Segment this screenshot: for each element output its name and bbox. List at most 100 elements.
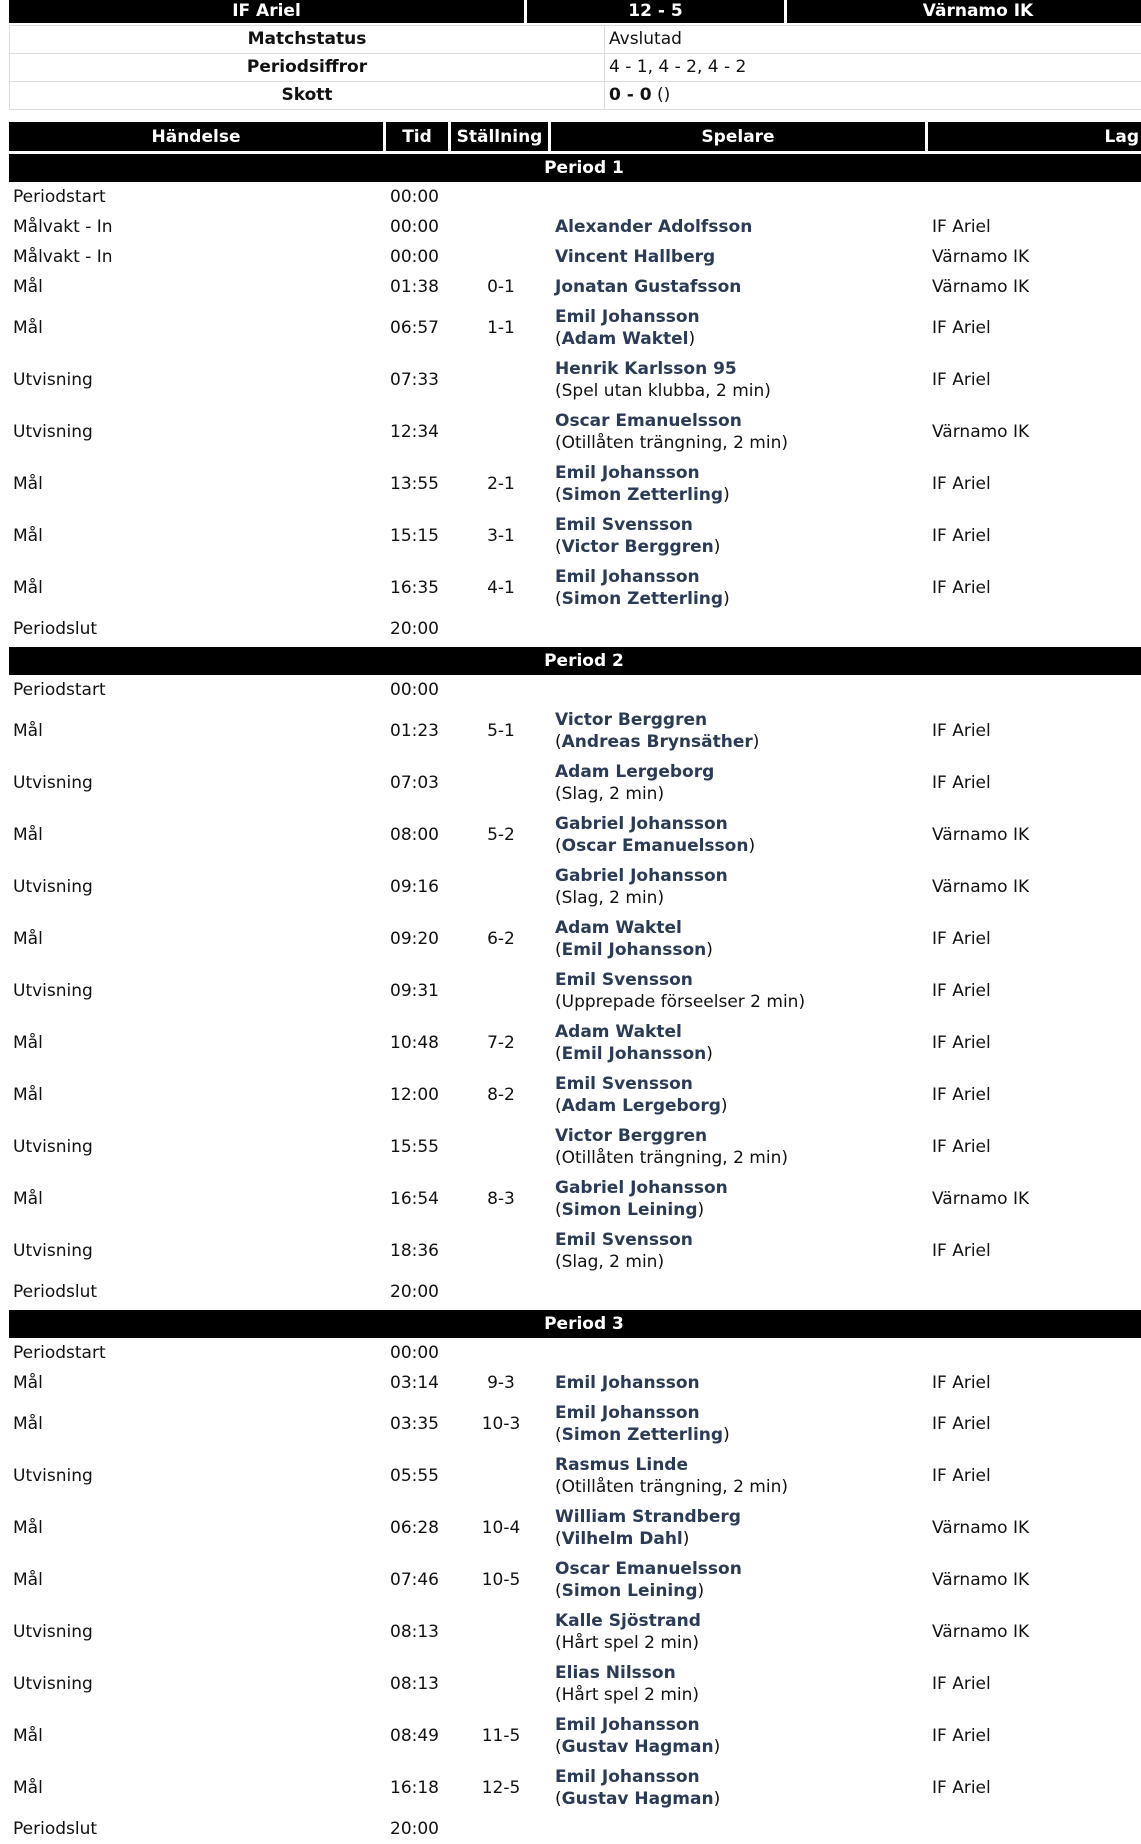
- event-type: Mål: [9, 1398, 386, 1450]
- event-time: 10:48: [386, 1017, 451, 1069]
- event-type: Periodstart: [9, 182, 386, 212]
- penalty-detail: (Hårt spel 2 min): [555, 1685, 699, 1705]
- event-team: Värnamo IK: [928, 1606, 1141, 1658]
- event-score: [451, 675, 551, 705]
- assist-name: Simon Leining: [562, 1200, 698, 1220]
- event-player: Emil Johansson(Simon Zetterling): [551, 562, 928, 614]
- event-time: 00:00: [386, 1338, 451, 1368]
- event-player: Emil Johansson(Simon Zetterling): [551, 1398, 928, 1450]
- assist-name: Oscar Emanuelsson: [562, 836, 749, 856]
- event-type: Mål: [9, 1710, 386, 1762]
- event-team: IF Ariel: [928, 1710, 1141, 1762]
- player-name: Emil Svensson: [555, 1074, 693, 1094]
- event-score: [451, 242, 551, 272]
- penalty-detail: (Slag, 2 min): [555, 784, 664, 804]
- event-player: Jonatan Gustafsson: [551, 272, 928, 302]
- event-type: Mål: [9, 705, 386, 757]
- event-score: 2-1: [451, 458, 551, 510]
- event-type: Målvakt - In: [9, 212, 386, 242]
- event-time: 08:13: [386, 1606, 451, 1658]
- player-name: Gabriel Johansson: [555, 1178, 728, 1198]
- event-player: [551, 1338, 928, 1368]
- event-time: 07:03: [386, 757, 451, 809]
- info-value: 4 - 1, 4 - 2, 4 - 2: [605, 54, 1141, 82]
- event-player: Oscar Emanuelsson(Otillåten trängning, 2…: [551, 406, 928, 458]
- event-player: Emil Johansson(Simon Zetterling): [551, 458, 928, 510]
- assist-name: Vilhelm Dahl: [562, 1529, 683, 1549]
- event-score: 0-1: [451, 272, 551, 302]
- event-team: Värnamo IK: [928, 1502, 1141, 1554]
- event-time: 01:38: [386, 272, 451, 302]
- col-time: Tid: [386, 122, 451, 151]
- event-score: [451, 1225, 551, 1277]
- info-label: Skott: [10, 82, 605, 110]
- event-score: [451, 1606, 551, 1658]
- player-name: Oscar Emanuelsson: [555, 411, 742, 431]
- event-time: 00:00: [386, 242, 451, 272]
- event-time: 20:00: [386, 614, 451, 644]
- period-header: Period 3: [9, 1307, 1141, 1338]
- event-type: Utvisning: [9, 1606, 386, 1658]
- event-team: [928, 1814, 1141, 1844]
- event-player: Gabriel Johansson(Oscar Emanuelsson): [551, 809, 928, 861]
- event-score: [451, 1338, 551, 1368]
- player-name: Emil Johansson: [555, 1767, 700, 1787]
- assist-name: Gustav Hagman: [562, 1737, 714, 1757]
- event-team: IF Ariel: [928, 1225, 1141, 1277]
- col-player: Spelare: [551, 122, 928, 151]
- event-time: 18:36: [386, 1225, 451, 1277]
- event-time: 03:14: [386, 1368, 451, 1398]
- event-player: Emil Johansson(Gustav Hagman): [551, 1762, 928, 1814]
- event-type: Utvisning: [9, 354, 386, 406]
- event-score: [451, 1121, 551, 1173]
- event-player: Adam Waktel(Emil Johansson): [551, 1017, 928, 1069]
- player-name: Emil Johansson: [555, 1403, 700, 1423]
- info-value: 0 - 0 (): [605, 82, 1141, 110]
- event-player: Emil Svensson(Victor Berggren): [551, 510, 928, 562]
- event-type: Periodstart: [9, 675, 386, 705]
- event-player: [551, 675, 928, 705]
- player-name: Emil Svensson: [555, 515, 693, 535]
- player-name: Emil Johansson: [555, 567, 700, 587]
- assist-name: Adam Waktel: [562, 329, 689, 349]
- event-score: [451, 354, 551, 406]
- event-time: 00:00: [386, 182, 451, 212]
- event-type: Mål: [9, 1502, 386, 1554]
- player-name: Gabriel Johansson: [555, 866, 728, 886]
- event-time: 09:31: [386, 965, 451, 1017]
- event-player: Oscar Emanuelsson(Simon Leining): [551, 1554, 928, 1606]
- event-team: Värnamo IK: [928, 809, 1141, 861]
- player-name: Kalle Sjöstrand: [555, 1611, 701, 1631]
- event-score: [451, 965, 551, 1017]
- match-score: 12 - 5: [527, 0, 787, 23]
- event-player: William Strandberg(Vilhelm Dahl): [551, 1502, 928, 1554]
- event-player: Emil Johansson: [551, 1368, 928, 1398]
- event-player: Emil Johansson(Gustav Hagman): [551, 1710, 928, 1762]
- period-header: Period 2: [9, 644, 1141, 675]
- penalty-detail: (Slag, 2 min): [555, 888, 664, 908]
- event-time: 03:35: [386, 1398, 451, 1450]
- event-type: Utvisning: [9, 1121, 386, 1173]
- event-score: 1-1: [451, 302, 551, 354]
- event-player: Adam Waktel(Emil Johansson): [551, 913, 928, 965]
- home-team: IF Ariel: [9, 0, 527, 23]
- event-team: [928, 614, 1141, 644]
- event-type: Utvisning: [9, 757, 386, 809]
- event-score: [451, 1277, 551, 1307]
- penalty-detail: (Upprepade förseelser 2 min): [555, 992, 805, 1012]
- event-type: Mål: [9, 1173, 386, 1225]
